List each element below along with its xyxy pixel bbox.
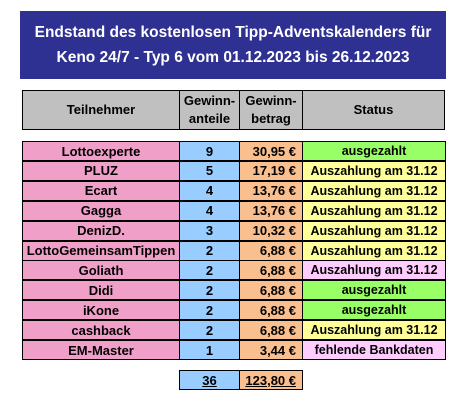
win-amount: 3,44 € bbox=[239, 340, 303, 360]
win-shares: 4 bbox=[179, 180, 240, 201]
table-row: cashback 2 6,88 € Auszahlung am 31.12 bbox=[22, 320, 446, 341]
participant-name: Ecart bbox=[22, 180, 180, 201]
payout-status: fehlende Bankdaten bbox=[302, 340, 446, 360]
payout-status: Auszahlung am 31.12 bbox=[302, 180, 446, 201]
participant-name: Gagga bbox=[22, 200, 180, 221]
win-shares: 2 bbox=[179, 240, 240, 261]
participant-name: Didi bbox=[22, 280, 180, 301]
totals-row: 36 123,80 € bbox=[179, 370, 303, 390]
column-header-status: Status bbox=[302, 90, 445, 130]
table-row: Didi 2 6,88 € ausgezahlt bbox=[22, 280, 446, 301]
win-shares: 3 bbox=[179, 220, 240, 241]
win-shares: 9 bbox=[179, 141, 240, 161]
table-row: EM-Master 1 3,44 € fehlende Bankdaten bbox=[22, 340, 446, 360]
participant-name: iKone bbox=[22, 300, 180, 321]
win-shares: 5 bbox=[179, 160, 240, 181]
title-line-1: Endstand des kostenlosen Tipp-Adventskal… bbox=[34, 24, 432, 41]
table-row: Lottoexperte 9 30,95 € ausgezahlt bbox=[22, 141, 446, 161]
win-shares: 2 bbox=[179, 300, 240, 321]
payout-status: ausgezahlt bbox=[302, 141, 446, 161]
win-amount: 17,19 € bbox=[239, 160, 303, 181]
title-line-2: Keno 24/7 - Typ 6 vom 01.12.2023 bis 26.… bbox=[56, 49, 410, 66]
payout-status: Auszahlung am 31.12 bbox=[302, 160, 446, 181]
table-row: LottoGemeinsamTippen 2 6,88 € Auszahlung am… bbox=[22, 240, 446, 261]
win-amount: 6,88 € bbox=[239, 240, 303, 261]
table-row: DenizD. 3 10,32 € Auszahlung am 31.12 bbox=[22, 220, 446, 241]
win-shares: 2 bbox=[179, 320, 240, 341]
payout-status: Auszahlung am 31.12 bbox=[302, 320, 446, 341]
win-shares: 2 bbox=[179, 260, 240, 281]
win-shares: 1 bbox=[179, 340, 240, 360]
payout-status: ausgezahlt bbox=[302, 280, 446, 301]
column-header-share: Gewinn- anteile bbox=[179, 90, 240, 130]
win-amount: 6,88 € bbox=[239, 300, 303, 321]
payout-status: Auszahlung am 31.12 bbox=[302, 200, 446, 221]
win-amount: 13,76 € bbox=[239, 200, 303, 221]
table-row: iKone 2 6,88 € ausgezahlt bbox=[22, 300, 446, 321]
column-header-amount: Gewinn- betrag bbox=[239, 90, 303, 130]
payout-status: Auszahlung am 31.12 bbox=[302, 240, 446, 261]
win-amount: 10,32 € bbox=[239, 220, 303, 241]
win-shares: 2 bbox=[179, 280, 240, 301]
participant-name: Goliath bbox=[22, 260, 180, 281]
table-row: Ecart 4 13,76 € Auszahlung am 31.12 bbox=[22, 180, 446, 201]
payout-status: Auszahlung am 31.12 bbox=[302, 220, 446, 241]
win-amount: 13,76 € bbox=[239, 180, 303, 201]
table-row: PLUZ 5 17,19 € Auszahlung am 31.12 bbox=[22, 160, 446, 181]
win-amount: 6,88 € bbox=[239, 260, 303, 281]
participant-name: DenizD. bbox=[22, 220, 180, 241]
column-header-name: Teilnehmer bbox=[22, 90, 180, 130]
participant-name: PLUZ bbox=[22, 160, 180, 181]
payout-status: ausgezahlt bbox=[302, 300, 446, 321]
total-amount: 123,80 € bbox=[239, 370, 303, 390]
participant-name: cashback bbox=[22, 320, 180, 341]
total-share: 36 bbox=[179, 370, 240, 390]
participant-name: EM-Master bbox=[22, 340, 180, 360]
participant-name: Lottoexperte bbox=[22, 141, 180, 161]
win-amount: 30,95 € bbox=[239, 141, 303, 161]
win-shares: 4 bbox=[179, 200, 240, 221]
participant-name: LottoGemeinsamTippen bbox=[22, 240, 180, 261]
table-row: Goliath 2 6,88 € Auszahlung am 31.12 bbox=[22, 260, 446, 281]
title-banner: Endstand des kostenlosen Tipp-Adventskal… bbox=[20, 11, 446, 79]
win-amount: 6,88 € bbox=[239, 280, 303, 301]
win-amount: 6,88 € bbox=[239, 320, 303, 341]
table-row: Gagga 4 13,76 € Auszahlung am 31.12 bbox=[22, 200, 446, 221]
payout-status: Auszahlung am 31.12 bbox=[302, 260, 446, 281]
